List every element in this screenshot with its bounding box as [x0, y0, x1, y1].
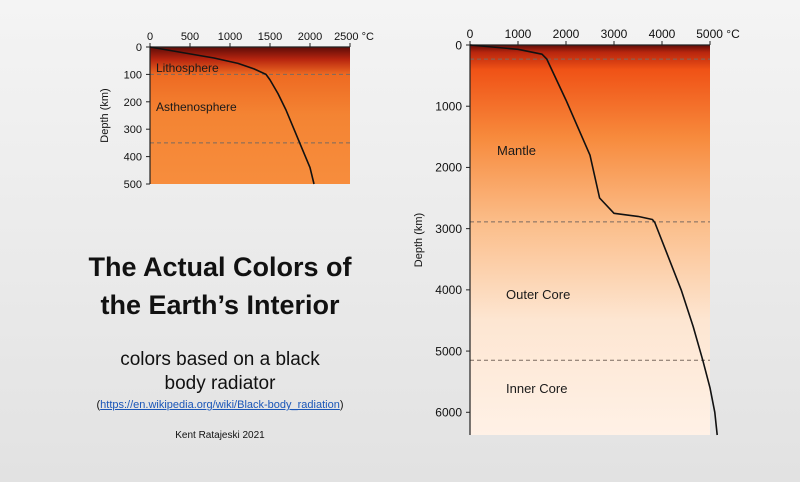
temperature-curve	[469, 44, 718, 436]
wikipedia-link[interactable]: https://en.wikipedia.org/wiki/Black-body…	[100, 399, 340, 411]
plot-area	[150, 47, 350, 184]
page-subtitle: colors based on a black body radiator	[60, 348, 380, 396]
link-close-paren: )	[339, 399, 344, 411]
x-tick-label: 5000 °C	[696, 27, 740, 41]
layer-label: Outer Core	[506, 287, 570, 302]
y-tick-label: 5000	[435, 344, 462, 358]
page-title: The Actual Colors of the Earth’s Interio…	[40, 248, 400, 324]
link-open-paren: (	[96, 399, 101, 411]
y-tick-label: 500	[124, 179, 142, 191]
y-tick-label: 2000	[435, 161, 462, 175]
x-tick-label: 3000	[601, 27, 628, 41]
y-tick-label: 0	[136, 42, 142, 54]
x-tick-label: 4000	[649, 27, 676, 41]
y-tick-label: 6000	[435, 406, 462, 420]
y-tick-label: 3000	[435, 222, 462, 236]
x-tick-label: 0	[467, 27, 474, 41]
x-tick-label: 1500	[258, 31, 282, 43]
y-axis-label: Depth (km)	[413, 213, 425, 267]
title-line: the Earth’s Interior	[100, 290, 340, 320]
layer-label: Lithosphere	[156, 61, 219, 75]
x-tick-label: 2500 °C	[334, 31, 374, 43]
temperature-curve	[149, 46, 315, 185]
y-tick-label: 200	[124, 97, 142, 109]
x-tick-label: 0	[147, 31, 153, 43]
y-tick-label: 4000	[435, 283, 462, 297]
x-tick-label: 2000	[298, 31, 322, 43]
subtitle-line: colors based on a black	[120, 349, 320, 370]
x-tick-label: 2000	[553, 27, 580, 41]
y-tick-label: 100	[124, 69, 142, 81]
y-tick-label: 400	[124, 152, 142, 164]
layer-label: Asthenosphere	[156, 100, 237, 114]
layer-label: Mantle	[497, 143, 536, 158]
subtitle-line: body radiator	[164, 373, 276, 394]
plot-area	[470, 45, 710, 435]
x-tick-label: 500	[181, 31, 199, 43]
y-tick-label: 1000	[435, 100, 462, 114]
layer-label: Inner Core	[506, 381, 567, 396]
x-tick-label: 1000	[218, 31, 242, 43]
title-line: The Actual Colors of	[88, 252, 352, 282]
reference-link-line: (https://en.wikipedia.org/wiki/Black-bod…	[60, 399, 380, 411]
x-tick-label: 1000	[505, 27, 532, 41]
y-axis-label: Depth (km)	[99, 88, 111, 142]
y-tick-label: 300	[124, 124, 142, 136]
y-tick-label: 0	[455, 38, 462, 52]
author-credit: Kent Ratajeski 2021	[175, 430, 265, 441]
